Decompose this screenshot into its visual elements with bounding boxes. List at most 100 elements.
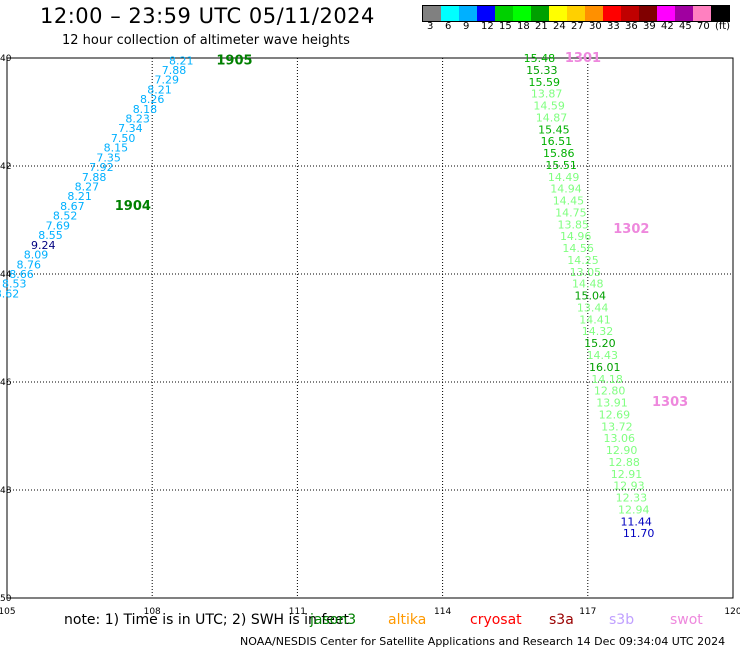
wave-height-value: 13.85 bbox=[558, 218, 590, 231]
wave-height-value: 8.55 bbox=[38, 229, 63, 242]
wave-height-value: 8.23 bbox=[125, 112, 150, 125]
y-tick-label: 50 bbox=[0, 594, 12, 604]
wave-height-value: 8.09 bbox=[24, 249, 49, 262]
wave-height-value: 7.29 bbox=[154, 74, 179, 87]
wave-height-value: 14.59 bbox=[533, 100, 565, 113]
wave-height-value: 7.50 bbox=[111, 132, 136, 145]
color-scale-swatch bbox=[441, 6, 459, 21]
x-tick-label: 105 bbox=[0, 607, 16, 617]
chart-title: 12:00 – 23:59 UTC 05/11/2024 bbox=[40, 4, 375, 28]
wave-height-value: 12.91 bbox=[611, 468, 643, 481]
color-scale-label: 33 bbox=[607, 21, 620, 32]
wave-height-value: 7.69 bbox=[46, 219, 71, 232]
color-scale-swatch bbox=[549, 6, 567, 21]
wave-height-value: 7.34 bbox=[118, 122, 143, 135]
wave-height-value: 15.20 bbox=[584, 337, 616, 350]
color-scale-swatch bbox=[711, 6, 729, 21]
color-scale-swatch bbox=[423, 6, 441, 21]
color-scale-label: 9 bbox=[463, 21, 470, 32]
wave-height-value: 8.21 bbox=[147, 83, 172, 96]
track-number-label: 1904 bbox=[115, 199, 151, 214]
wave-height-value: 15.48 bbox=[524, 52, 556, 65]
color-scale-swatch bbox=[693, 6, 711, 21]
color-scale-label: 21 bbox=[535, 21, 548, 32]
color-scale-swatch bbox=[603, 6, 621, 21]
wave-height-value: 8.52 bbox=[53, 210, 78, 223]
wave-height-value: 12.93 bbox=[613, 480, 645, 493]
wave-height-value: 15.33 bbox=[526, 64, 558, 77]
wave-height-value: 12.88 bbox=[608, 456, 640, 469]
wave-height-value: 11.44 bbox=[620, 515, 652, 528]
wave-height-value: 15.86 bbox=[543, 147, 575, 160]
color-scale-label: 45 bbox=[679, 21, 692, 32]
color-scale-label: 36 bbox=[625, 21, 638, 32]
wave-height-value: 15.04 bbox=[574, 290, 606, 303]
x-tick-label: 120 bbox=[724, 607, 740, 617]
wave-height-value: 7.92 bbox=[89, 161, 114, 174]
wave-height-value: 14.43 bbox=[587, 349, 619, 362]
color-scale-label: 30 bbox=[589, 21, 602, 32]
wave-height-value: 12.80 bbox=[594, 385, 626, 398]
wave-height-value: 14.49 bbox=[548, 171, 580, 184]
color-scale-swatch bbox=[675, 6, 693, 21]
legend-item-cryosat: cryosat bbox=[470, 612, 522, 628]
wave-height-value: 8.66 bbox=[9, 268, 34, 281]
wave-height-value: 14.48 bbox=[572, 278, 604, 291]
wave-height-value: 13.05 bbox=[570, 266, 602, 279]
wave-height-value: 12.90 bbox=[606, 444, 638, 457]
wave-height-value: 14.94 bbox=[550, 183, 582, 196]
x-tick-label: 111 bbox=[289, 607, 306, 617]
wave-height-value: 15.51 bbox=[545, 159, 577, 172]
color-scale-swatch bbox=[657, 6, 675, 21]
color-scale-label: 18 bbox=[517, 21, 530, 32]
color-scale-label: 27 bbox=[571, 21, 584, 32]
color-scale-label: (ft) bbox=[715, 21, 731, 32]
wave-height-value: 13.72 bbox=[601, 420, 633, 433]
track-number-label: 1905 bbox=[216, 54, 252, 69]
color-scale-label: 24 bbox=[553, 21, 566, 32]
legend-item-jason3: jason3 bbox=[310, 612, 357, 628]
color-scale-label: 42 bbox=[661, 21, 674, 32]
x-tick-label: 114 bbox=[434, 607, 451, 617]
wave-height-value: 15.59 bbox=[528, 76, 560, 89]
y-tick-label: 48 bbox=[0, 486, 12, 496]
track-number-label: 1301 bbox=[565, 51, 601, 66]
color-scale-swatch bbox=[513, 6, 531, 21]
wave-height-value: 14.41 bbox=[579, 313, 611, 326]
footer-credit: NOAA/NESDIS Center for Satellite Applica… bbox=[240, 635, 726, 648]
color-scale-swatch bbox=[477, 6, 495, 21]
wave-height-value: 8.21 bbox=[169, 55, 194, 68]
color-scale-labels: 3 6 9 12 15 18 21 24 27 30 33 36 39 42 45 70 (ft) bbox=[422, 21, 740, 35]
wave-height-value: 13.06 bbox=[604, 432, 636, 445]
footer-note: note: 1) Time is in UTC; 2) SWH is in fe… bbox=[64, 612, 350, 628]
wave-height-value: 7.88 bbox=[162, 64, 187, 77]
wave-height-value: 8.26 bbox=[140, 93, 165, 106]
wave-height-value: 8.27 bbox=[75, 181, 100, 194]
wave-height-value: 13.87 bbox=[531, 88, 563, 101]
track-number-label: 1303 bbox=[652, 395, 688, 410]
color-scale-swatch bbox=[621, 6, 639, 21]
wave-height-value: 7.88 bbox=[82, 171, 107, 184]
legend-item-s3a: s3a bbox=[549, 612, 574, 628]
chart-subtitle: 12 hour collection of altimeter wave hei… bbox=[62, 33, 350, 48]
wave-height-value: 12.33 bbox=[616, 492, 648, 505]
y-tick-label: 42 bbox=[0, 162, 11, 172]
wave-height-value: 14.45 bbox=[553, 195, 585, 208]
wave-height-value: 14.32 bbox=[582, 325, 614, 338]
wave-height-value: 8.67 bbox=[60, 200, 85, 213]
legend-item-altika: altika bbox=[388, 612, 427, 628]
legend-item-s3b: s3b bbox=[609, 612, 635, 628]
color-scale-label: 12 bbox=[481, 21, 494, 32]
color-scale-swatch bbox=[639, 6, 657, 21]
wave-height-value: 7.35 bbox=[96, 151, 121, 164]
plot-frame bbox=[6, 57, 734, 599]
color-scale-swatch bbox=[567, 6, 585, 21]
track-number-label: 1302 bbox=[613, 222, 649, 237]
color-scale-swatch bbox=[495, 6, 513, 21]
color-scale-swatch bbox=[531, 6, 549, 21]
wave-height-value: 16.51 bbox=[541, 135, 573, 148]
y-tick-label: 46 bbox=[0, 378, 12, 388]
wave-height-value: 12.94 bbox=[618, 503, 650, 516]
wave-height-value: 16.01 bbox=[589, 361, 621, 374]
color-scale-swatch bbox=[459, 6, 477, 21]
